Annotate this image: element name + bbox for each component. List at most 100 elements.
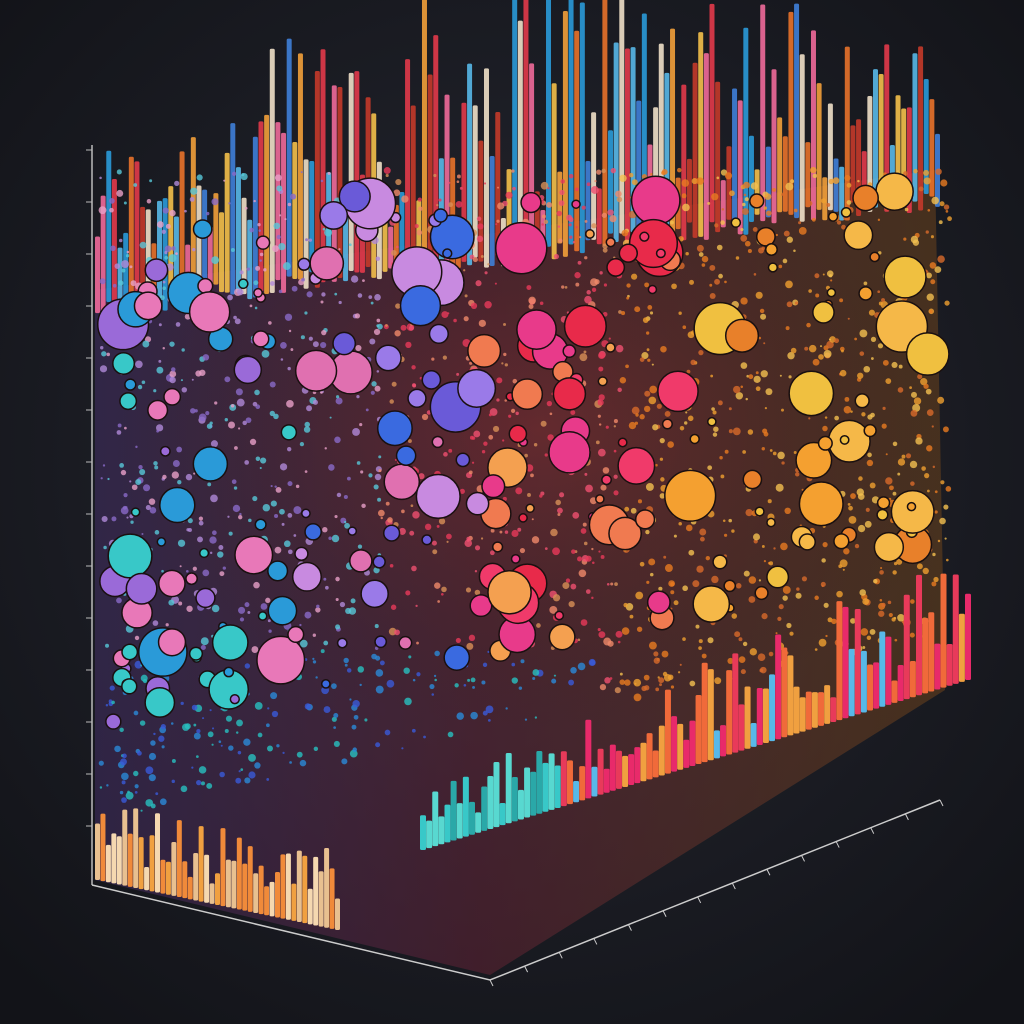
dot bbox=[403, 667, 410, 674]
dot bbox=[389, 563, 394, 568]
dot bbox=[724, 280, 727, 284]
back-bar bbox=[912, 53, 918, 202]
x-tick bbox=[524, 965, 529, 973]
dot bbox=[934, 266, 942, 274]
dot bbox=[374, 646, 379, 650]
dot bbox=[811, 217, 816, 222]
dot bbox=[480, 254, 484, 258]
dot bbox=[164, 245, 172, 253]
back-bar bbox=[399, 192, 405, 263]
dot bbox=[723, 533, 728, 537]
dot bbox=[619, 174, 627, 183]
back-bar bbox=[878, 74, 884, 199]
dot bbox=[287, 513, 293, 518]
dot bbox=[348, 607, 357, 615]
front-bar bbox=[187, 876, 193, 900]
dot bbox=[116, 189, 124, 197]
dot bbox=[939, 517, 946, 525]
bubble bbox=[766, 517, 776, 528]
dot bbox=[785, 280, 793, 289]
dot bbox=[373, 328, 381, 336]
dot bbox=[867, 452, 872, 458]
dot bbox=[738, 637, 743, 642]
dot bbox=[881, 602, 886, 608]
dot bbox=[635, 413, 639, 417]
dot bbox=[613, 474, 618, 479]
dot bbox=[844, 396, 850, 402]
bubble bbox=[854, 393, 870, 409]
dot bbox=[238, 770, 241, 773]
dot bbox=[234, 446, 238, 450]
dot bbox=[848, 515, 857, 524]
dot bbox=[344, 520, 347, 524]
dot bbox=[510, 408, 516, 413]
dot bbox=[913, 168, 918, 174]
bubble bbox=[608, 516, 642, 551]
bubble bbox=[628, 218, 679, 269]
bubble bbox=[372, 555, 386, 569]
dot bbox=[786, 236, 793, 243]
dot bbox=[551, 678, 557, 684]
dot bbox=[944, 300, 950, 306]
dot bbox=[846, 200, 852, 205]
dot bbox=[490, 528, 495, 533]
x-tick bbox=[628, 924, 632, 931]
bubble bbox=[707, 416, 717, 427]
dot bbox=[578, 569, 587, 578]
front-bar bbox=[511, 776, 518, 822]
front-bar bbox=[468, 801, 475, 835]
dot bbox=[859, 589, 867, 596]
dot bbox=[905, 453, 912, 459]
dot bbox=[503, 322, 506, 326]
dot bbox=[278, 289, 283, 294]
bubble bbox=[840, 207, 852, 218]
dot bbox=[528, 296, 536, 305]
dot bbox=[164, 255, 169, 260]
dot bbox=[480, 537, 484, 540]
dot bbox=[237, 750, 242, 755]
dot bbox=[553, 674, 557, 677]
dot bbox=[892, 570, 897, 575]
dot bbox=[118, 238, 123, 243]
dot bbox=[923, 177, 931, 185]
dot bbox=[228, 202, 231, 205]
bubble bbox=[255, 235, 271, 250]
dot bbox=[649, 572, 654, 577]
dot bbox=[141, 380, 146, 385]
dot bbox=[932, 552, 936, 557]
back-bar bbox=[546, 0, 552, 247]
dot bbox=[206, 211, 210, 216]
dot bbox=[793, 208, 798, 213]
dot bbox=[333, 713, 339, 719]
back-bar bbox=[292, 141, 298, 280]
dot bbox=[474, 589, 481, 596]
back-bar bbox=[551, 83, 557, 260]
back-bar bbox=[839, 166, 845, 221]
dot bbox=[470, 302, 478, 310]
dot bbox=[496, 398, 500, 402]
dot bbox=[254, 701, 263, 710]
dot bbox=[903, 237, 907, 241]
dot bbox=[591, 596, 594, 600]
dot bbox=[184, 209, 187, 213]
bubble bbox=[795, 441, 833, 479]
dot bbox=[109, 198, 115, 204]
dot bbox=[227, 294, 233, 301]
bubble bbox=[618, 243, 638, 263]
dot bbox=[568, 216, 574, 223]
dot bbox=[438, 198, 442, 202]
dot bbox=[436, 204, 439, 207]
dot bbox=[594, 179, 597, 183]
dot bbox=[718, 273, 723, 279]
dot bbox=[775, 483, 784, 492]
dot bbox=[165, 223, 171, 229]
dot bbox=[731, 613, 738, 619]
dot bbox=[735, 392, 744, 400]
dot bbox=[180, 379, 183, 382]
dot bbox=[570, 583, 577, 590]
dot bbox=[728, 407, 732, 411]
bubble bbox=[256, 635, 306, 685]
front-bar bbox=[155, 813, 160, 893]
dot bbox=[464, 539, 473, 548]
front-bar bbox=[329, 868, 335, 929]
